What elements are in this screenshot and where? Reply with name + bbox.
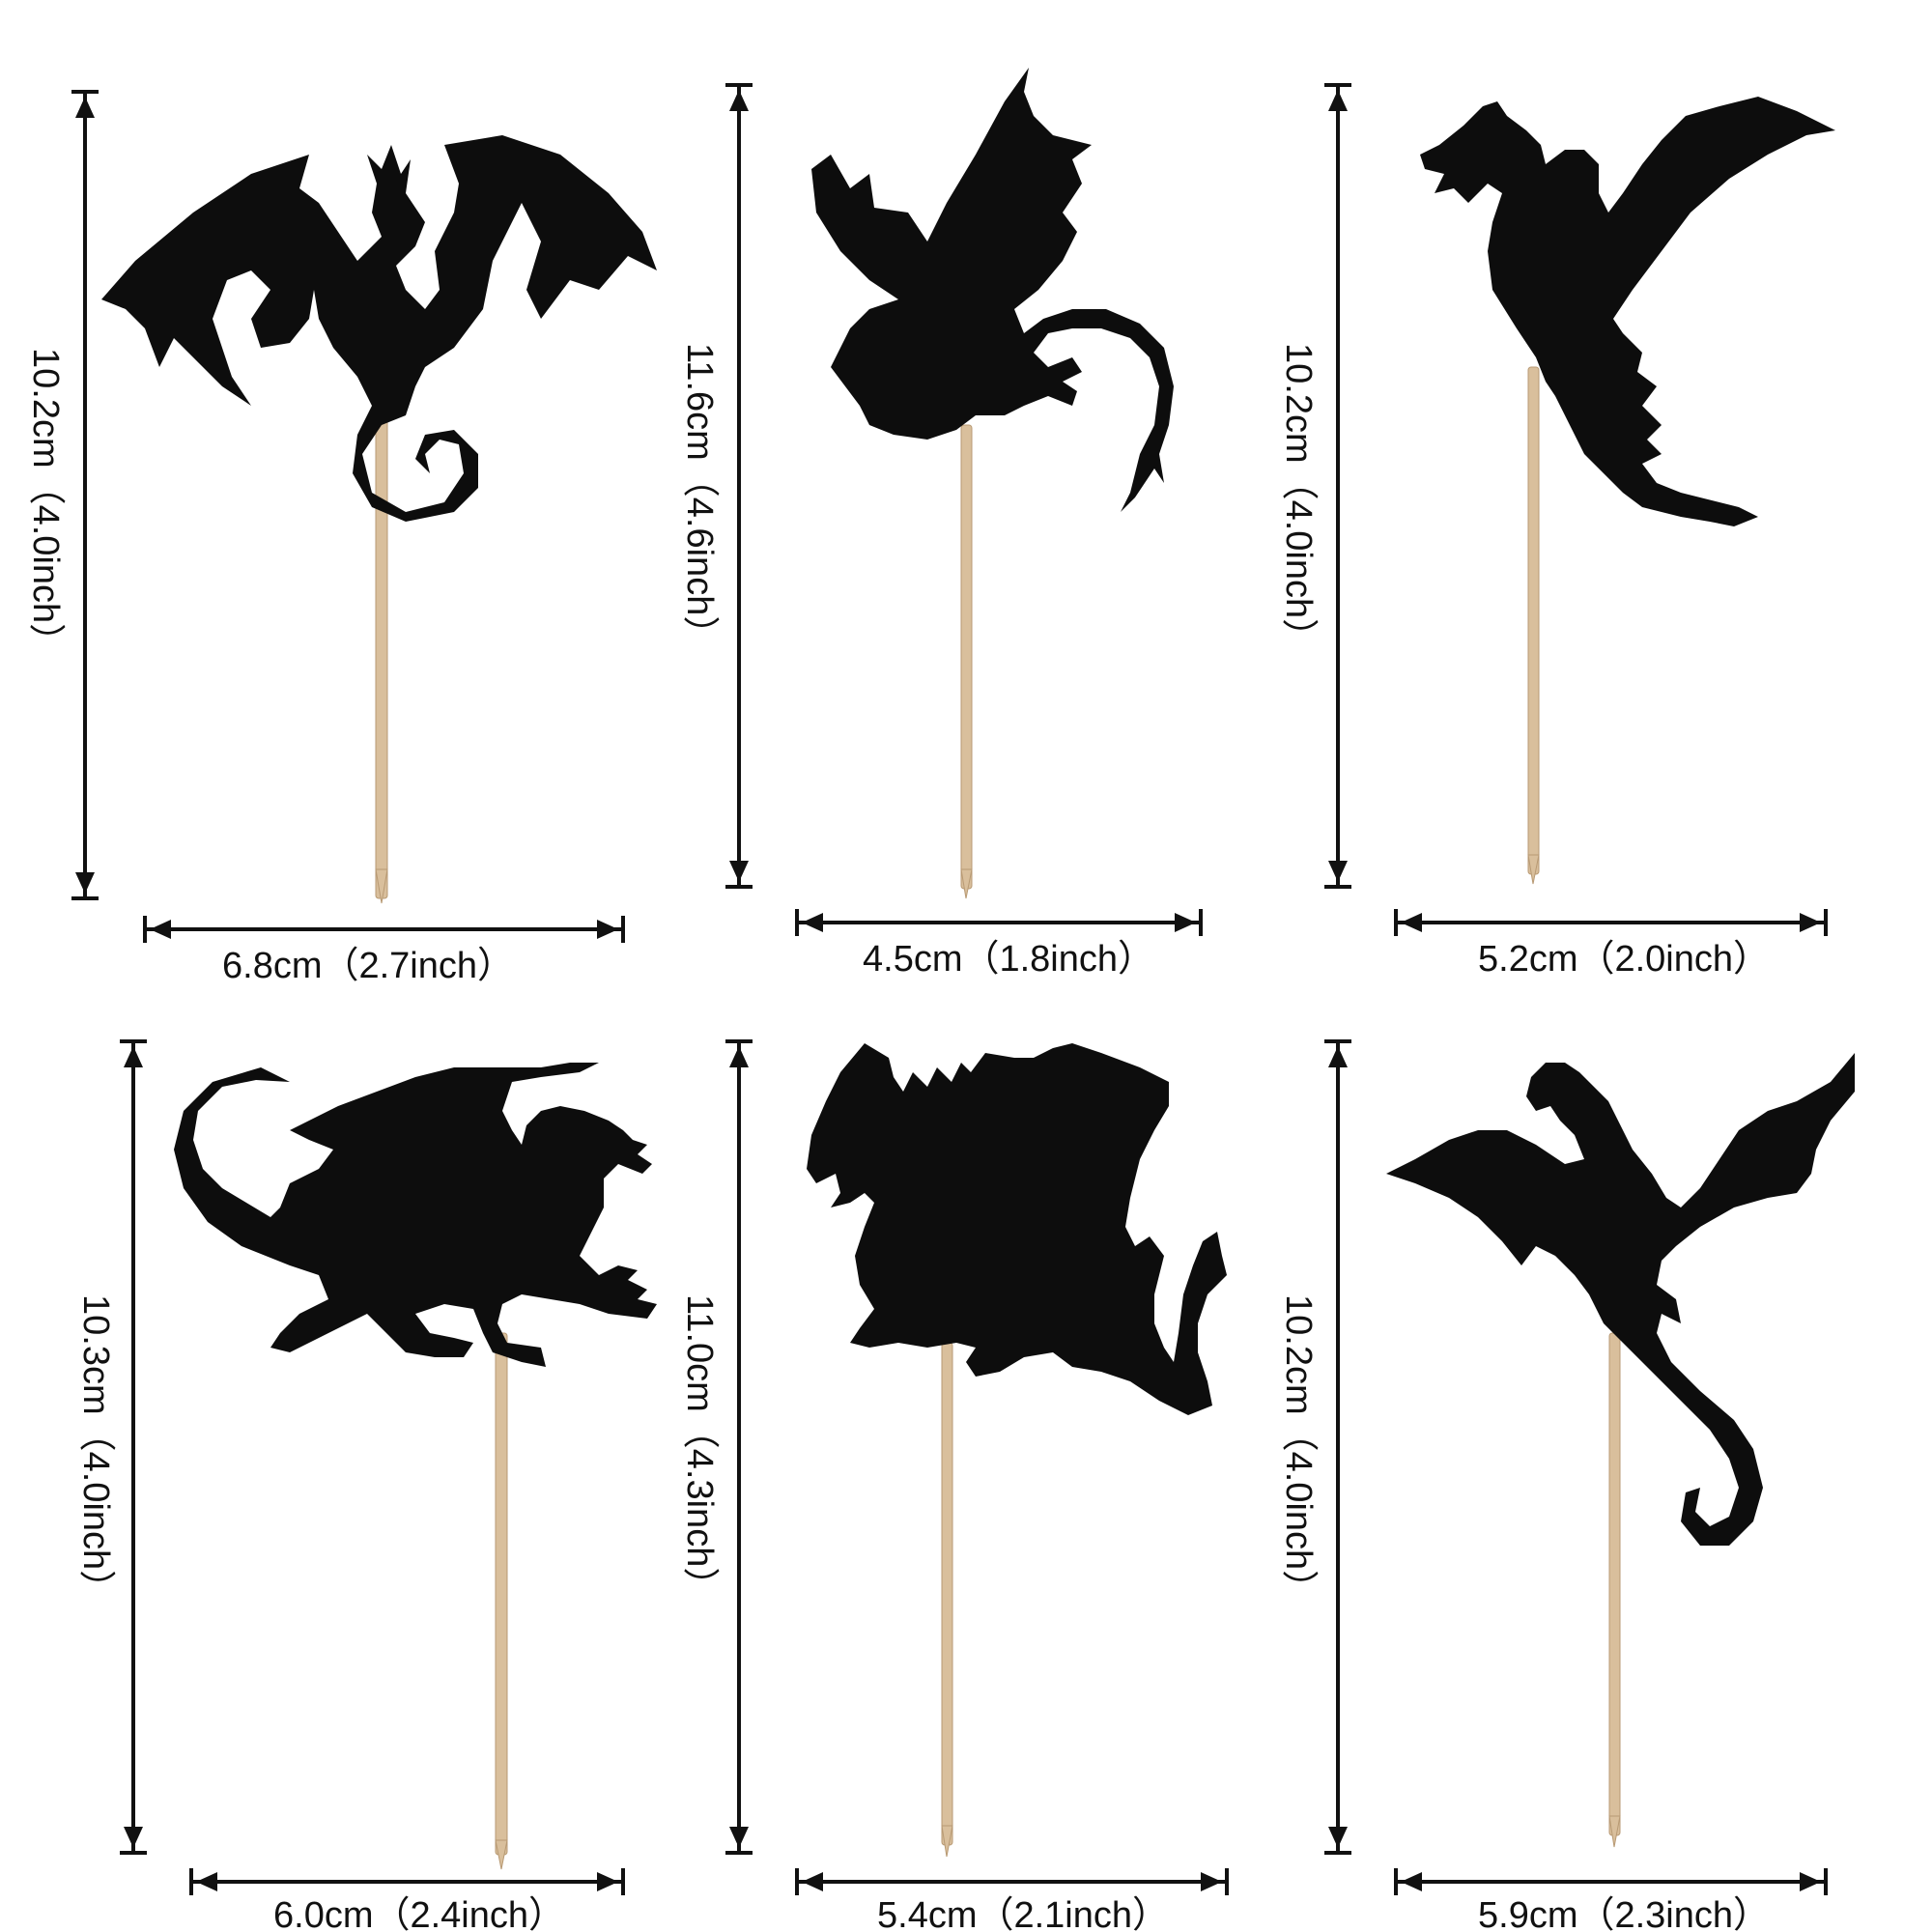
- dragon-silhouette: [1386, 1053, 1855, 1546]
- dragon-topper-5: 11.0cm（4.3inch） 5.4cm（2.1inch）: [679, 1039, 1229, 1932]
- toothpick: [495, 1332, 508, 1856]
- toothpick: [941, 1342, 953, 1846]
- toothpick-tip: [960, 868, 973, 899]
- width-dimension-arrow: [1394, 909, 1828, 936]
- height-label: 10.2cm（4.0inch）: [1278, 343, 1319, 655]
- width-dimension-arrow: [1394, 1868, 1828, 1895]
- width-label: 6.8cm（2.7inch）: [222, 946, 514, 986]
- height-label: 10.2cm（4.0inch）: [25, 348, 66, 660]
- toothpick: [960, 424, 973, 890]
- toothpick-tip: [375, 868, 388, 904]
- toothpick-tip: [1527, 854, 1540, 885]
- toothpick: [375, 405, 388, 899]
- dragon-topper-2: 11.6cm（4.6inch） 4.5cm（1.8inch）: [679, 68, 1203, 980]
- width-dimension-arrow: [795, 909, 1203, 936]
- height-dimension-arrow: [725, 83, 753, 889]
- width-label: 5.4cm（2.1inch）: [877, 1895, 1169, 1932]
- dragon-topper-1: 10.2cm（4.0inch） 6.8cm（2.7inch）: [25, 90, 657, 986]
- height-label: 11.0cm（4.3inch）: [679, 1294, 720, 1604]
- toothpick-tip: [495, 1839, 508, 1870]
- height-label: 11.6cm（4.6inch）: [679, 343, 720, 652]
- toothpick: [1608, 1332, 1621, 1836]
- width-dimension-arrow: [795, 1868, 1229, 1895]
- dragon-silhouette: [811, 68, 1174, 512]
- width-label: 5.9cm（2.3inch）: [1478, 1895, 1770, 1932]
- width-dimension-arrow: [143, 916, 625, 943]
- height-dimension-arrow: [1324, 83, 1351, 889]
- toothpick: [1527, 366, 1540, 875]
- height-dimension-arrow: [71, 90, 99, 900]
- dragon-silhouette: [174, 1063, 657, 1367]
- toothpick-tip: [941, 1825, 953, 1858]
- width-label: 4.5cm（1.8inch）: [863, 939, 1154, 980]
- height-label: 10.2cm（4.0inch）: [1278, 1294, 1319, 1606]
- dragon-silhouette: [101, 135, 657, 522]
- width-dimension-arrow: [189, 1868, 625, 1895]
- height-dimension-arrow: [120, 1039, 147, 1855]
- height-dimension-arrow: [1324, 1039, 1351, 1855]
- toothpick-tip: [1608, 1815, 1621, 1848]
- height-dimension-arrow: [725, 1039, 753, 1855]
- dragon-silhouette: [1420, 97, 1835, 526]
- dragon-topper-3: 10.2cm（4.0inch） 5.2cm（2.0inch）: [1278, 83, 1835, 980]
- width-label: 6.0cm（2.4inch）: [273, 1895, 565, 1932]
- height-label: 10.3cm（4.0inch）: [75, 1294, 116, 1606]
- dragon-silhouette: [807, 1043, 1227, 1415]
- width-label: 5.2cm（2.0inch）: [1478, 939, 1770, 980]
- dragon-topper-6: 10.2cm（4.0inch） 5.9cm（2.3inch）: [1278, 1039, 1855, 1932]
- dragon-topper-4: 10.3cm（4.0inch） 6.0cm（2.4inch）: [75, 1039, 657, 1932]
